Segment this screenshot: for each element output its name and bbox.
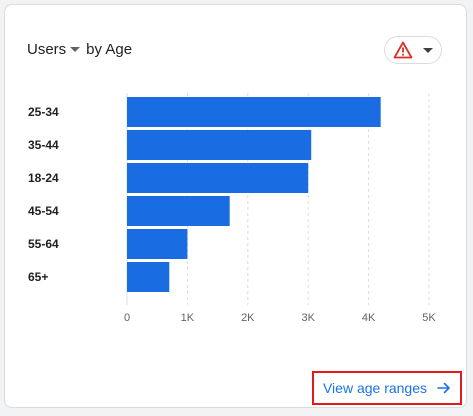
bar[interactable] <box>127 130 312 160</box>
view-age-ranges-label: View age ranges <box>322 380 428 396</box>
category-label: 55-64 <box>28 237 59 251</box>
bar[interactable] <box>127 97 381 127</box>
chevron-down-icon <box>423 47 433 53</box>
x-tick-label: 3K <box>301 312 315 324</box>
metric-dropdown[interactable]: Users <box>27 41 86 58</box>
age-bar-chart: 0 1K 2K 3K 4K 5K 25-34 35-44 18-24 45-54 55-64 65+ <box>28 93 436 324</box>
category-label: 45-54 <box>28 204 59 218</box>
view-age-ranges-link[interactable]: View age ranges <box>312 371 462 405</box>
bar[interactable] <box>127 229 188 259</box>
metric-label: Users <box>27 40 67 58</box>
x-tick-label: 0 <box>124 312 130 324</box>
bar[interactable] <box>127 262 170 292</box>
x-tick-label: 1K <box>181 312 195 324</box>
x-tick-label: 4K <box>362 312 376 324</box>
bar[interactable] <box>127 196 230 226</box>
x-tick-label: 5K <box>422 312 436 324</box>
card-header: Users by Age <box>27 37 132 61</box>
arrow-right-icon <box>437 382 450 394</box>
category-label: 25-34 <box>28 105 59 119</box>
x-tick-label: 2K <box>241 312 255 324</box>
warning-triangle-icon <box>393 41 413 59</box>
bar[interactable] <box>127 163 309 193</box>
warning-menu-button[interactable] <box>384 36 442 64</box>
dimension-label: by Age <box>86 40 133 58</box>
category-label: 35-44 <box>28 138 59 152</box>
category-label: 65+ <box>28 270 48 284</box>
caret-down-icon <box>70 46 81 52</box>
users-by-age-card: Users by Age 0 1K 2K 3K 4K 5K 25-34 35-44 18-24 4… <box>4 4 467 408</box>
category-label: 18-24 <box>28 171 59 185</box>
